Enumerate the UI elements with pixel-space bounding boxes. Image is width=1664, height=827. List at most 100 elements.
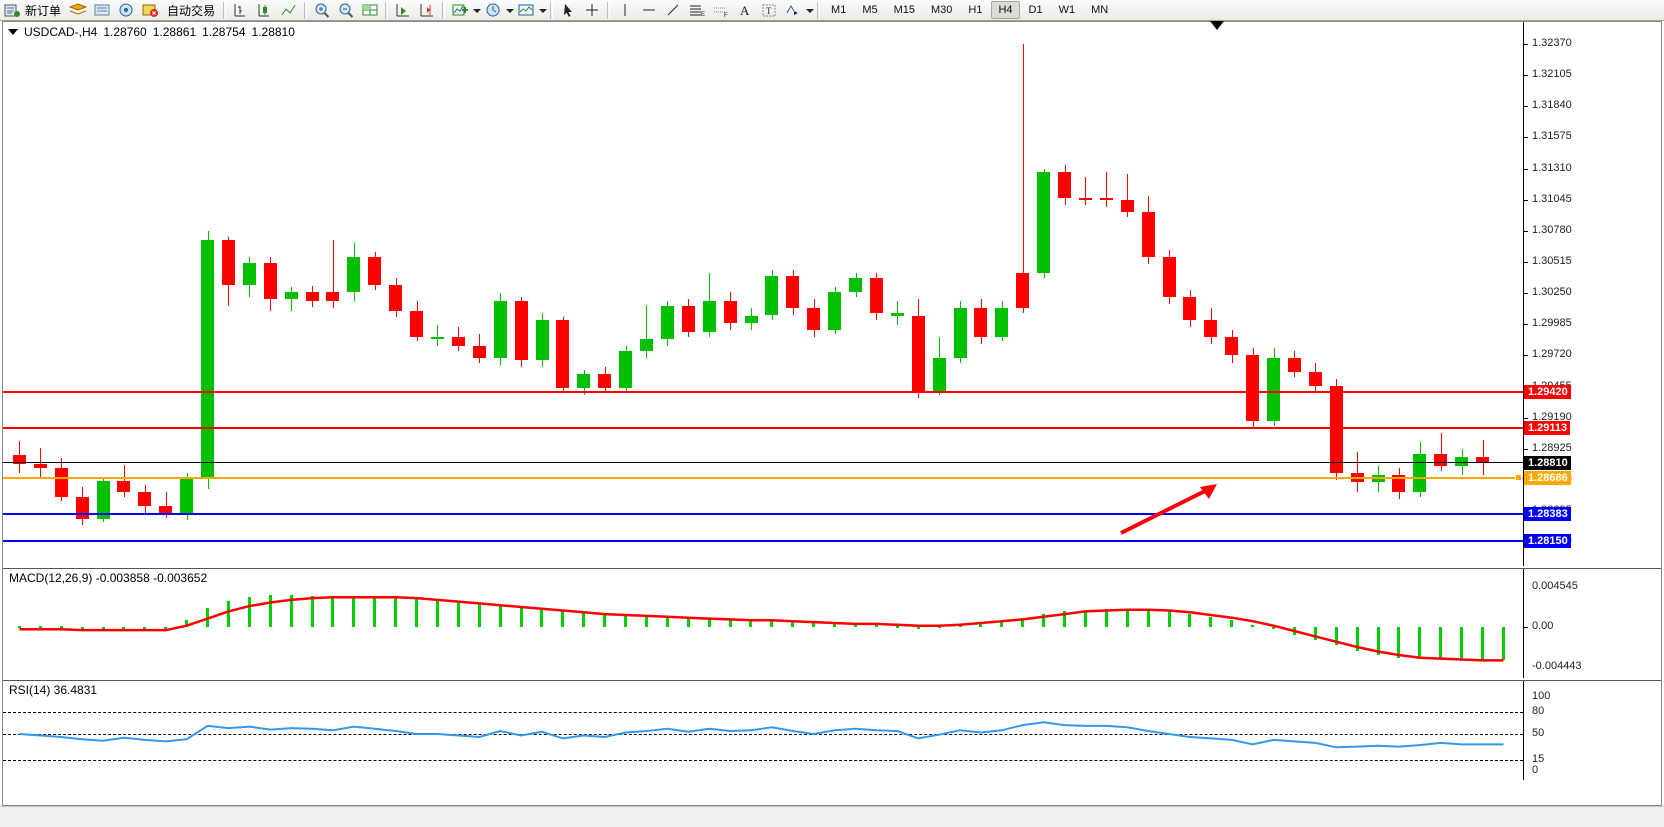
zoom-out-button[interactable] [334,0,358,21]
candle-body[interactable] [724,301,737,323]
candle-body[interactable] [1163,256,1176,297]
candle-body[interactable] [974,308,987,337]
candle-body[interactable] [410,310,423,337]
templates-button[interactable] [66,0,90,21]
bid-line-handle[interactable] [1515,474,1522,481]
candle-body[interactable] [912,315,925,391]
candle-body[interactable] [1434,454,1447,466]
indicators-dropdown-arrow[interactable] [472,1,482,19]
level-tag-bid-line[interactable]: 1.28686 [1524,471,1571,485]
candle-body[interactable] [1246,355,1259,422]
candle-body[interactable] [954,308,967,358]
level-line-current-price[interactable] [3,462,1523,463]
candle-body[interactable] [933,357,946,391]
candle-body[interactable] [682,306,695,332]
text-button[interactable]: A [733,0,757,21]
candle-body[interactable] [1204,320,1217,337]
candle-body[interactable] [222,240,235,285]
candle-body[interactable] [1121,200,1134,213]
level-tag-support-upper[interactable]: 1.28383 [1524,506,1571,521]
candle-body[interactable] [765,275,778,316]
candle-body[interactable] [891,313,904,316]
candle-body[interactable] [97,481,110,519]
text-label-button[interactable]: T [757,0,781,21]
candle-body[interactable] [473,346,486,358]
shapes-dropdown-arrow[interactable] [805,1,815,19]
candle-body[interactable] [1476,456,1489,463]
navigator-button[interactable] [114,0,138,21]
templates-dropdown-arrow[interactable] [538,1,548,19]
chart-area[interactable]: USDCAD-,H4 1.28760 1.28861 1.28754 1.288… [0,21,1664,827]
macd-pane[interactable]: MACD(12,26,9) -0.003858 -0.003652 0.0045… [3,568,1661,678]
candle-body[interactable] [870,277,883,314]
bar-chart-button[interactable] [229,0,253,21]
candle-body[interactable] [452,336,465,347]
timeframe-m15[interactable]: M15 [893,4,915,16]
candle-body[interactable] [326,292,339,302]
candle-body[interactable] [180,477,193,513]
candle-body[interactable] [1037,172,1050,274]
candle-body[interactable] [431,336,444,339]
candle-body[interactable] [76,496,89,519]
level-line-support-upper[interactable] [3,513,1523,515]
candle-body[interactable] [556,320,569,389]
candle-body[interactable] [55,468,68,497]
candle-body[interactable] [1392,475,1405,492]
timeframe-h4[interactable]: H4 [991,1,1020,19]
candle-body[interactable] [159,505,172,513]
price-plot[interactable] [3,22,1523,566]
candle-body[interactable] [619,350,632,389]
new-order-button[interactable]: 新订单 [0,0,66,21]
periods-dropdown-arrow[interactable] [505,1,515,19]
level-tag-support-lower[interactable]: 1.28150 [1524,534,1571,548]
candle-body[interactable] [1058,172,1071,198]
candle-body[interactable] [117,481,130,492]
candle-body[interactable] [1288,357,1301,372]
candle-body[interactable] [640,339,653,351]
candle-body[interactable] [745,315,758,323]
candle-body[interactable] [598,374,611,389]
candlestick-chart-button[interactable] [253,0,277,21]
fibonacci-button[interactable]: E [685,0,709,21]
timeframe-mn[interactable]: MN [1091,4,1109,16]
timeframe-m5[interactable]: M5 [862,4,878,16]
level-line-bid-line[interactable] [3,477,1523,479]
timeframe-w1[interactable]: W1 [1058,4,1076,16]
level-line-resistance-lower[interactable] [3,427,1523,429]
candle-body[interactable] [494,301,507,358]
data-window-button[interactable] [90,0,114,21]
rsi-axis[interactable]: 100 80 50 15 0 [1523,681,1661,780]
candle-body[interactable] [1330,386,1343,473]
indicators-button[interactable] [448,0,472,21]
candle-body[interactable] [1225,336,1238,356]
candle-body[interactable] [201,240,214,478]
crosshair-button[interactable] [580,0,604,21]
periods-button[interactable] [481,0,505,21]
candle-body[interactable] [1309,371,1322,387]
candle-body[interactable] [1183,296,1196,321]
candle-body[interactable] [1267,357,1280,422]
candle-body[interactable] [347,256,360,292]
macd-plot[interactable] [3,569,1523,678]
candle-body[interactable] [389,284,402,311]
timeframe-m1[interactable]: M1 [831,4,847,16]
vertical-line-button[interactable] [613,0,637,21]
candle-body[interactable] [661,306,674,339]
candle-body[interactable] [1142,212,1155,257]
candle-body[interactable] [577,374,590,389]
candle-body[interactable] [34,463,47,469]
rsi-plot[interactable] [3,681,1523,780]
candle-body[interactable] [138,491,151,506]
price-pane[interactable]: USDCAD-,H4 1.28760 1.28861 1.28754 1.288… [3,22,1661,566]
horizontal-line-button[interactable] [637,0,661,21]
timeframe-d1[interactable]: D1 [1028,4,1043,16]
rsi-pane[interactable]: RSI(14) 36.4831 100 80 50 15 0 [3,680,1661,780]
candle-body[interactable] [285,292,298,300]
candle-body[interactable] [995,308,1008,337]
cursor-button[interactable] [556,0,580,21]
level-tag-resistance-lower[interactable]: 1.29113 [1524,420,1571,435]
candle-body[interactable] [1100,197,1113,201]
candle-body[interactable] [828,292,841,330]
timeframe-group[interactable]: M1 M5 M15 M30 H1 H4 D1 W1 MN [823,1,1116,19]
level-line-support-lower[interactable] [3,540,1523,542]
